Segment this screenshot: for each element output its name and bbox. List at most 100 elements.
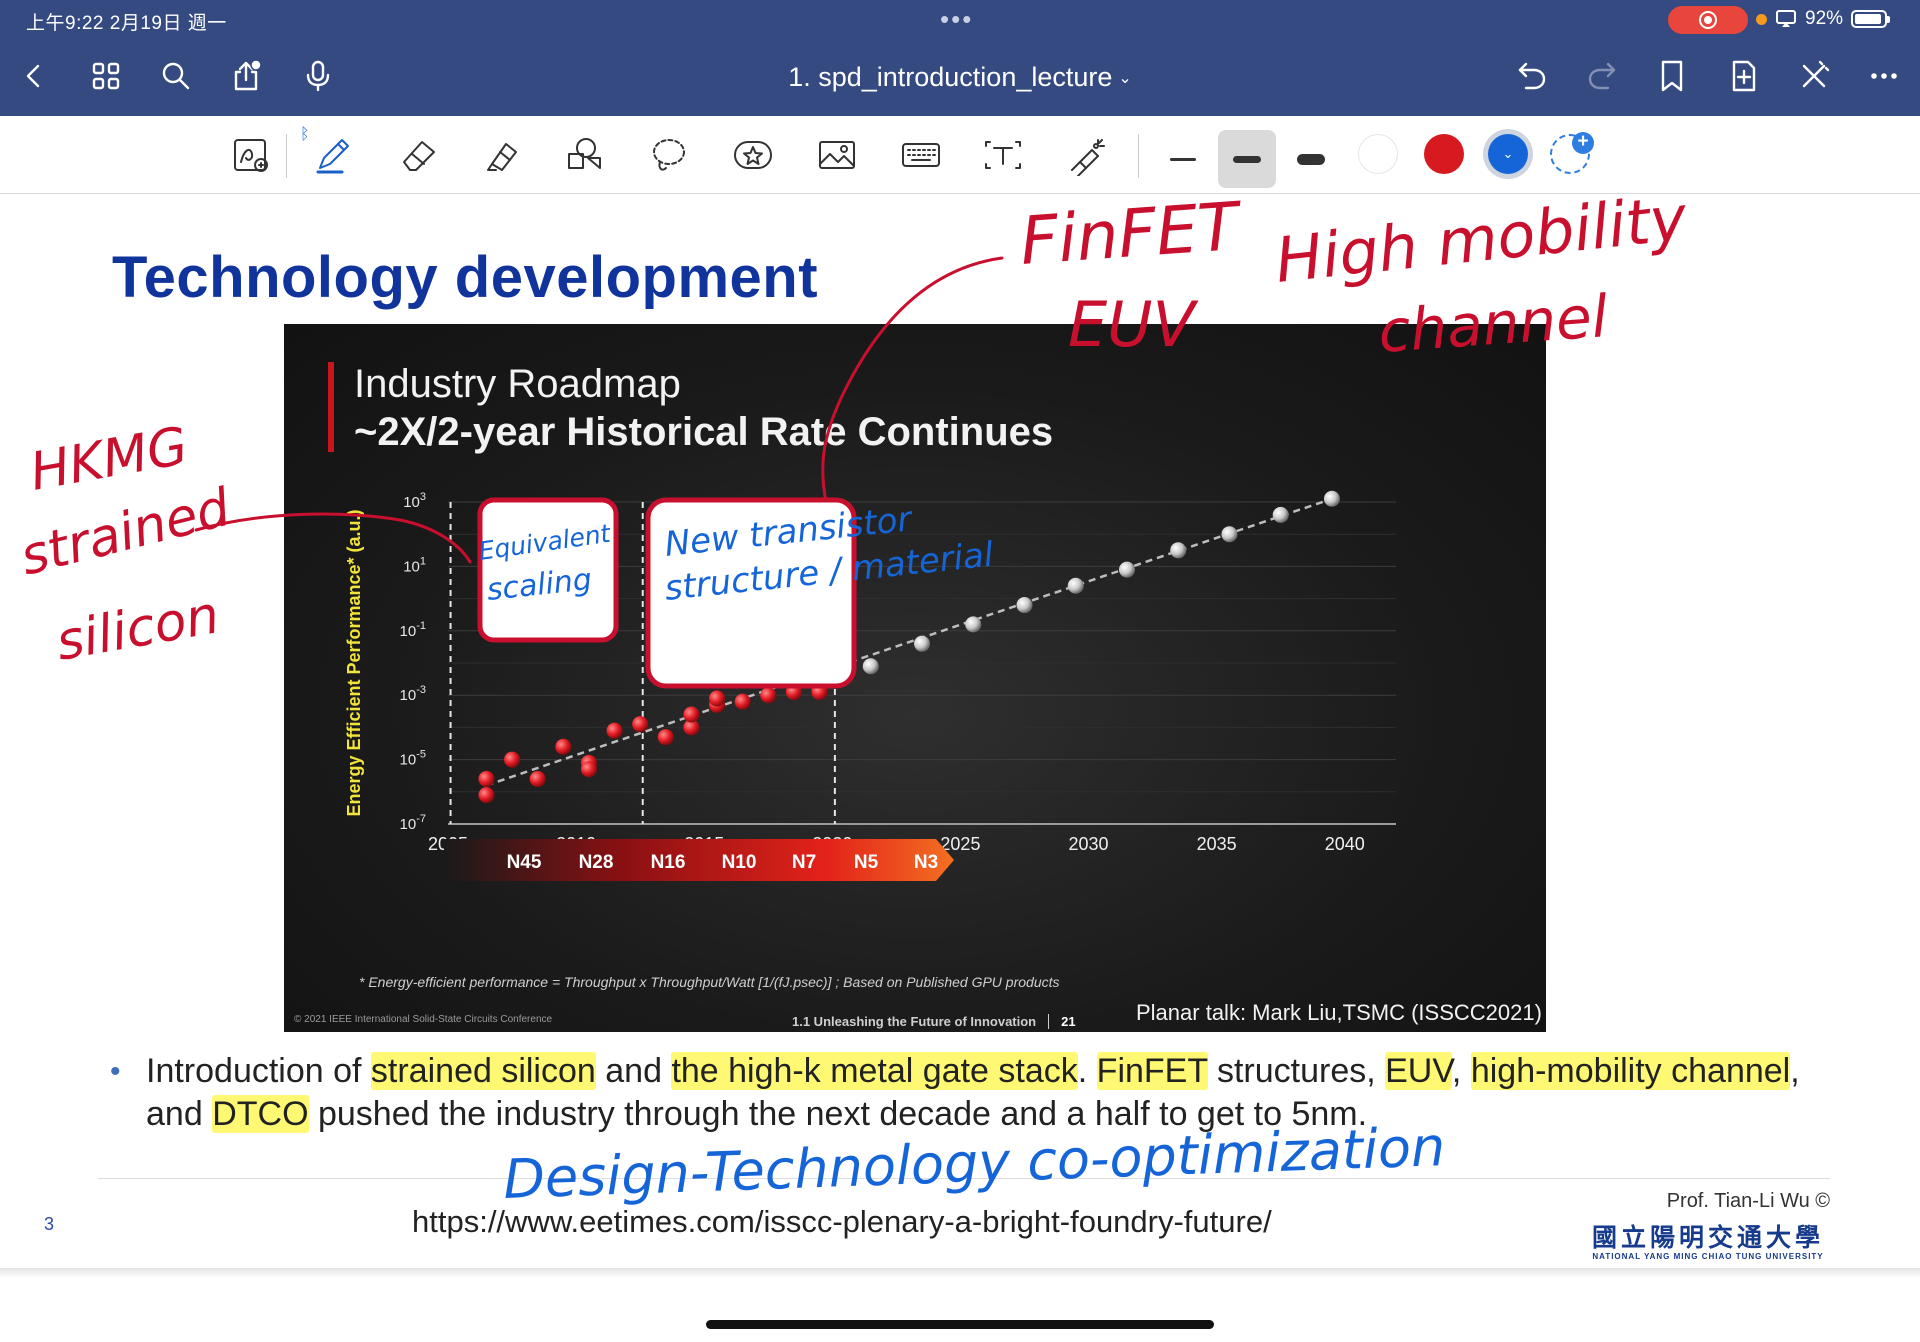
source-note: Planar talk: Mark Liu,TSMC (ISSCC2021) — [1136, 1000, 1542, 1025]
historical-data-point — [529, 770, 546, 787]
status-right: 92% — [1756, 8, 1891, 30]
search-icon[interactable] — [156, 56, 196, 96]
process-node-label: N16 — [651, 852, 686, 873]
toolbar-separator — [286, 134, 287, 178]
chart-title: Industry Roadmap — [354, 362, 681, 406]
add-page-icon[interactable] — [1724, 56, 1764, 96]
y-tick-exponent: -5 — [416, 749, 426, 761]
highlighted-phrase: DTCO — [212, 1095, 309, 1133]
battery-percent: 92% — [1805, 8, 1844, 29]
projected-data-point — [1118, 561, 1135, 578]
projected-data-point — [1221, 526, 1238, 543]
laser-pointer-icon[interactable] — [1064, 132, 1110, 178]
x-tick-label: 2035 — [1197, 834, 1237, 854]
historical-data-point — [811, 683, 828, 700]
page-number: 3 — [44, 1214, 55, 1234]
selected-chevron-icon: ⌄ — [1502, 146, 1514, 161]
bullet-phrase: . — [1077, 1052, 1097, 1090]
bullet-phrase: , — [1451, 1052, 1471, 1090]
historical-data-point — [734, 693, 751, 710]
lasso-zoom-icon[interactable] — [228, 132, 274, 178]
status-time-date: 上午9:22 2月19日 週一 — [26, 13, 227, 34]
bullet-marker: • — [110, 1055, 121, 1088]
navigation-row: 1. spd_introduction_lecture ⌄ — [0, 44, 1920, 110]
historical-data-point — [760, 687, 777, 704]
color-white-swatch[interactable] — [1358, 134, 1398, 174]
battery-fill — [1855, 14, 1881, 24]
highlighted-phrase: strained silicon — [370, 1052, 596, 1090]
add-color-button[interactable] — [1550, 134, 1590, 174]
highlighted-phrase: the high-k metal gate stack — [671, 1052, 1078, 1090]
shapes-icon[interactable] — [562, 132, 608, 178]
highlighter-icon[interactable] — [480, 132, 526, 178]
grid-view-icon[interactable] — [86, 56, 126, 96]
battery-icon — [1851, 10, 1891, 28]
y-tick-exponent: -3 — [416, 684, 426, 696]
back-icon[interactable] — [14, 56, 54, 96]
image-icon[interactable] — [814, 132, 860, 178]
record-icon — [1699, 11, 1717, 29]
multitasking-dots-icon[interactable]: ••• — [940, 4, 974, 34]
color-blue-swatch[interactable]: ⌄ — [1488, 134, 1528, 174]
close-tool-icon[interactable] — [1794, 56, 1834, 96]
drawing-toolbar: ᛒ ⌄ + — [0, 116, 1920, 194]
more-options-icon[interactable] — [1864, 56, 1904, 96]
bookmark-icon[interactable] — [1652, 56, 1692, 96]
historical-data-point — [632, 716, 649, 733]
y-tick-exponent: 1 — [420, 555, 426, 567]
historical-data-point — [580, 761, 597, 778]
projected-data-point — [1067, 577, 1084, 594]
highlighted-phrase: FinFET — [1096, 1052, 1208, 1090]
stroke-medium-option[interactable] — [1218, 130, 1276, 188]
ieee-copyright: © 2021 IEEE International Solid-State Ci… — [294, 1014, 553, 1025]
pen-icon[interactable] — [310, 132, 356, 178]
y-tick-label: 101 — [403, 555, 426, 575]
x-tick-label: 2030 — [1069, 834, 1109, 854]
y-tick-label: 10-5 — [400, 749, 426, 769]
historical-data-point — [683, 719, 700, 736]
redo-icon[interactable] — [1582, 56, 1622, 96]
trend-line — [486, 497, 1333, 787]
roadmap-chart: 10310110-110-310-510-7200520102015202020… — [344, 490, 1396, 881]
top-bar: 上午9:22 2月19日 週一 ••• 92% 1. spd_introduct… — [0, 0, 1920, 116]
process-node-label: N7 — [792, 852, 816, 873]
home-indicator[interactable] — [706, 1320, 1214, 1329]
color-red-swatch[interactable] — [1424, 134, 1464, 174]
share-icon[interactable] — [226, 56, 266, 96]
microphone-icon[interactable] — [298, 56, 338, 96]
page-edge-shadow — [0, 1268, 1920, 1278]
historical-data-point — [555, 738, 572, 755]
sticker-icon[interactable] — [730, 132, 776, 178]
y-tick-label: 10-1 — [400, 620, 426, 640]
screen-mirroring-icon — [1776, 10, 1796, 27]
node-arrow-band — [444, 839, 954, 881]
historical-data-point — [785, 683, 802, 700]
reference-url[interactable]: https://www.eetimes.com/isscc-plenary-a-… — [412, 1204, 1272, 1239]
eraser-icon[interactable] — [396, 132, 442, 178]
stroke-thin-option[interactable] — [1154, 130, 1212, 188]
university-logo-zh: 國立陽明交通大學 — [1591, 1223, 1824, 1252]
projected-data-point — [1323, 490, 1340, 507]
highlighted-phrase: high-mobility channel — [1470, 1052, 1791, 1090]
text-box-icon[interactable] — [980, 132, 1026, 178]
x-tick-label: 2040 — [1325, 834, 1365, 854]
lasso-icon[interactable] — [646, 132, 692, 178]
footer-divider — [98, 1178, 1830, 1179]
y-tick-exponent: 3 — [420, 491, 426, 503]
screen-recording-indicator[interactable] — [1668, 6, 1748, 34]
undo-icon[interactable] — [1512, 56, 1552, 96]
process-node-label: N45 — [507, 852, 542, 873]
slide-title: Technology development — [112, 245, 819, 310]
process-node-label: N10 — [722, 852, 757, 873]
y-tick-exponent: -1 — [416, 620, 426, 632]
chevron-down-icon: ⌄ — [1118, 70, 1132, 87]
bullet-phrase: structures, — [1207, 1052, 1386, 1090]
session-note: 1.1 Unleashing the Future of Innovation 2… — [792, 1014, 1076, 1029]
projected-data-point — [862, 658, 879, 675]
stroke-thick-option[interactable] — [1282, 130, 1340, 188]
author-credit: Prof. Tian-Li Wu © — [1666, 1190, 1830, 1212]
keyboard-icon[interactable] — [898, 132, 944, 178]
document-title-button[interactable]: 1. spd_introduction_lecture ⌄ — [0, 62, 1920, 93]
historical-data-point — [478, 787, 495, 804]
bluetooth-icon: ᛒ — [300, 126, 310, 143]
